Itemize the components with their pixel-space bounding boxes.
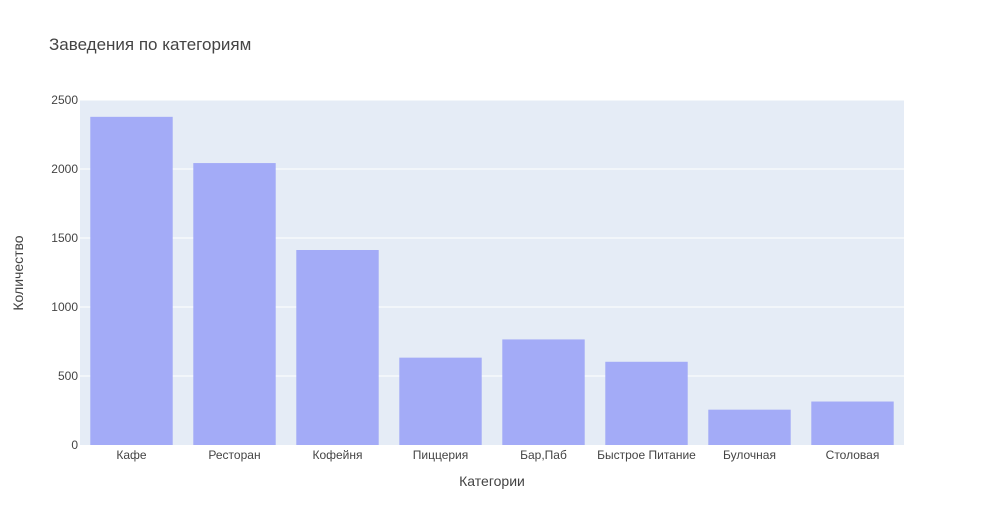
y-tick-label: 1500 [51, 231, 78, 245]
y-tick-label: 0 [71, 438, 78, 452]
x-tick-label: Кафе [116, 448, 147, 462]
bar[interactable] [90, 116, 173, 445]
bar[interactable] [399, 357, 482, 445]
x-tick-label: Столовая [826, 448, 880, 462]
y-tick-label: 500 [58, 369, 78, 383]
y-tick-label: 1000 [51, 300, 78, 314]
bar[interactable] [605, 361, 688, 445]
x-axis-ticks: Кафе Ресторан Кофейня Пиццерия Бар,Паб Быстро… [116, 448, 879, 462]
y-axis-title: Количество [10, 235, 26, 310]
y-tick-label: 2000 [51, 162, 78, 176]
x-tick-label: Быстрое Питание [597, 448, 696, 462]
x-tick-label: Кофейня [312, 448, 362, 462]
bar[interactable] [811, 401, 894, 445]
chart-title: Заведения по категориям [49, 35, 251, 54]
x-tick-label: Бар,Паб [520, 448, 567, 462]
x-tick-label: Пиццерия [413, 448, 469, 462]
bars [90, 116, 894, 446]
y-axis-ticks: 0 500 1000 1500 2000 2500 [51, 93, 78, 452]
bar[interactable] [708, 409, 791, 445]
x-axis-title: Категории [459, 473, 525, 489]
y-tick-label: 2500 [51, 93, 78, 107]
bar[interactable] [193, 163, 276, 446]
bar[interactable] [502, 339, 585, 445]
x-tick-label: Ресторан [208, 448, 260, 462]
x-tick-label: Булочная [723, 448, 776, 462]
bar[interactable] [296, 250, 379, 445]
